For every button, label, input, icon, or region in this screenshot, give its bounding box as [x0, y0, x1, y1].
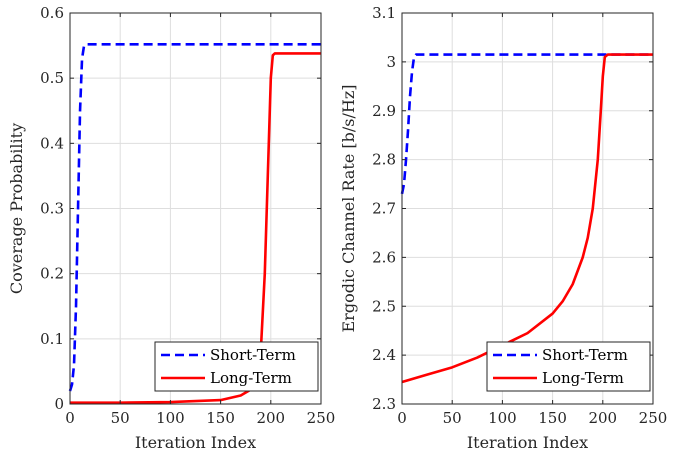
- chart-panel-2: 0 50 100 150 200 250 2.3 2.4 2.5 2.6 2.7 2.8 2.9 3 3.1…: [339, 4, 667, 452]
- x-tick-label: 200: [256, 409, 285, 427]
- legend-box: [486, 341, 651, 392]
- x-axis-label: Iteration Index: [135, 433, 256, 452]
- x-tick-label: 100: [156, 409, 185, 427]
- y-tick-label: 2.8: [372, 151, 396, 169]
- y-tick-label: 0.6: [40, 4, 64, 22]
- y-tick-label: 3: [386, 53, 396, 71]
- x-tick-label: 150: [538, 409, 567, 427]
- legend-box: [154, 341, 319, 392]
- y-tick-label: 2.5: [372, 297, 396, 315]
- x-tick-label: 50: [111, 409, 130, 427]
- y-tick-label: 2.7: [372, 200, 396, 218]
- legend-entry: Long-Term: [210, 369, 292, 387]
- y-tick-label: 0.5: [40, 69, 64, 87]
- x-tick-label: 100: [488, 409, 517, 427]
- x-tick-label: 0: [397, 409, 407, 427]
- y-axis-label: Coverage Probability: [7, 123, 26, 294]
- series-line-long-term: [401, 53, 653, 384]
- x-axis-label: Iteration Index: [467, 433, 588, 452]
- legend-entry: Long-Term: [542, 369, 624, 387]
- x-tick-label: 200: [588, 409, 617, 427]
- x-tick-label: 150: [206, 409, 235, 427]
- y-axis-label: Ergodic Channel Rate [b/s/Hz]: [339, 84, 358, 332]
- y-tick-label: 0.4: [40, 134, 64, 152]
- chart-panel-1: 0 50 100 150 200 250 0 0.1 0.2 0.3 0.4 0.5 0.6 Iterat…: [7, 4, 335, 452]
- series-line-short-term: [400, 53, 653, 195]
- y-tick-label: 3.1: [372, 4, 396, 22]
- legend: Short-Term Long-Term: [486, 341, 651, 392]
- y-tick-label: 0.1: [40, 330, 64, 348]
- x-tick-label: 250: [307, 409, 336, 427]
- y-tick-label: 2.3: [372, 395, 396, 413]
- y-tick-label: 0: [54, 395, 64, 413]
- y-tick-label: 0.3: [40, 200, 64, 218]
- y-tick-label: 2.4: [372, 346, 396, 364]
- legend-entry: Short-Term: [542, 346, 628, 364]
- y-tick-label: 2.6: [372, 248, 396, 266]
- x-tick-label: 50: [443, 409, 462, 427]
- series-line-long-term: [70, 52, 321, 405]
- legend: Short-Term Long-Term: [154, 341, 319, 392]
- x-tick-label: 250: [639, 409, 668, 427]
- y-tick-label: 2.9: [372, 102, 396, 120]
- x-tick-label: 0: [65, 409, 75, 427]
- y-tick-label: 0.2: [40, 265, 64, 283]
- legend-entry: Short-Term: [210, 346, 296, 364]
